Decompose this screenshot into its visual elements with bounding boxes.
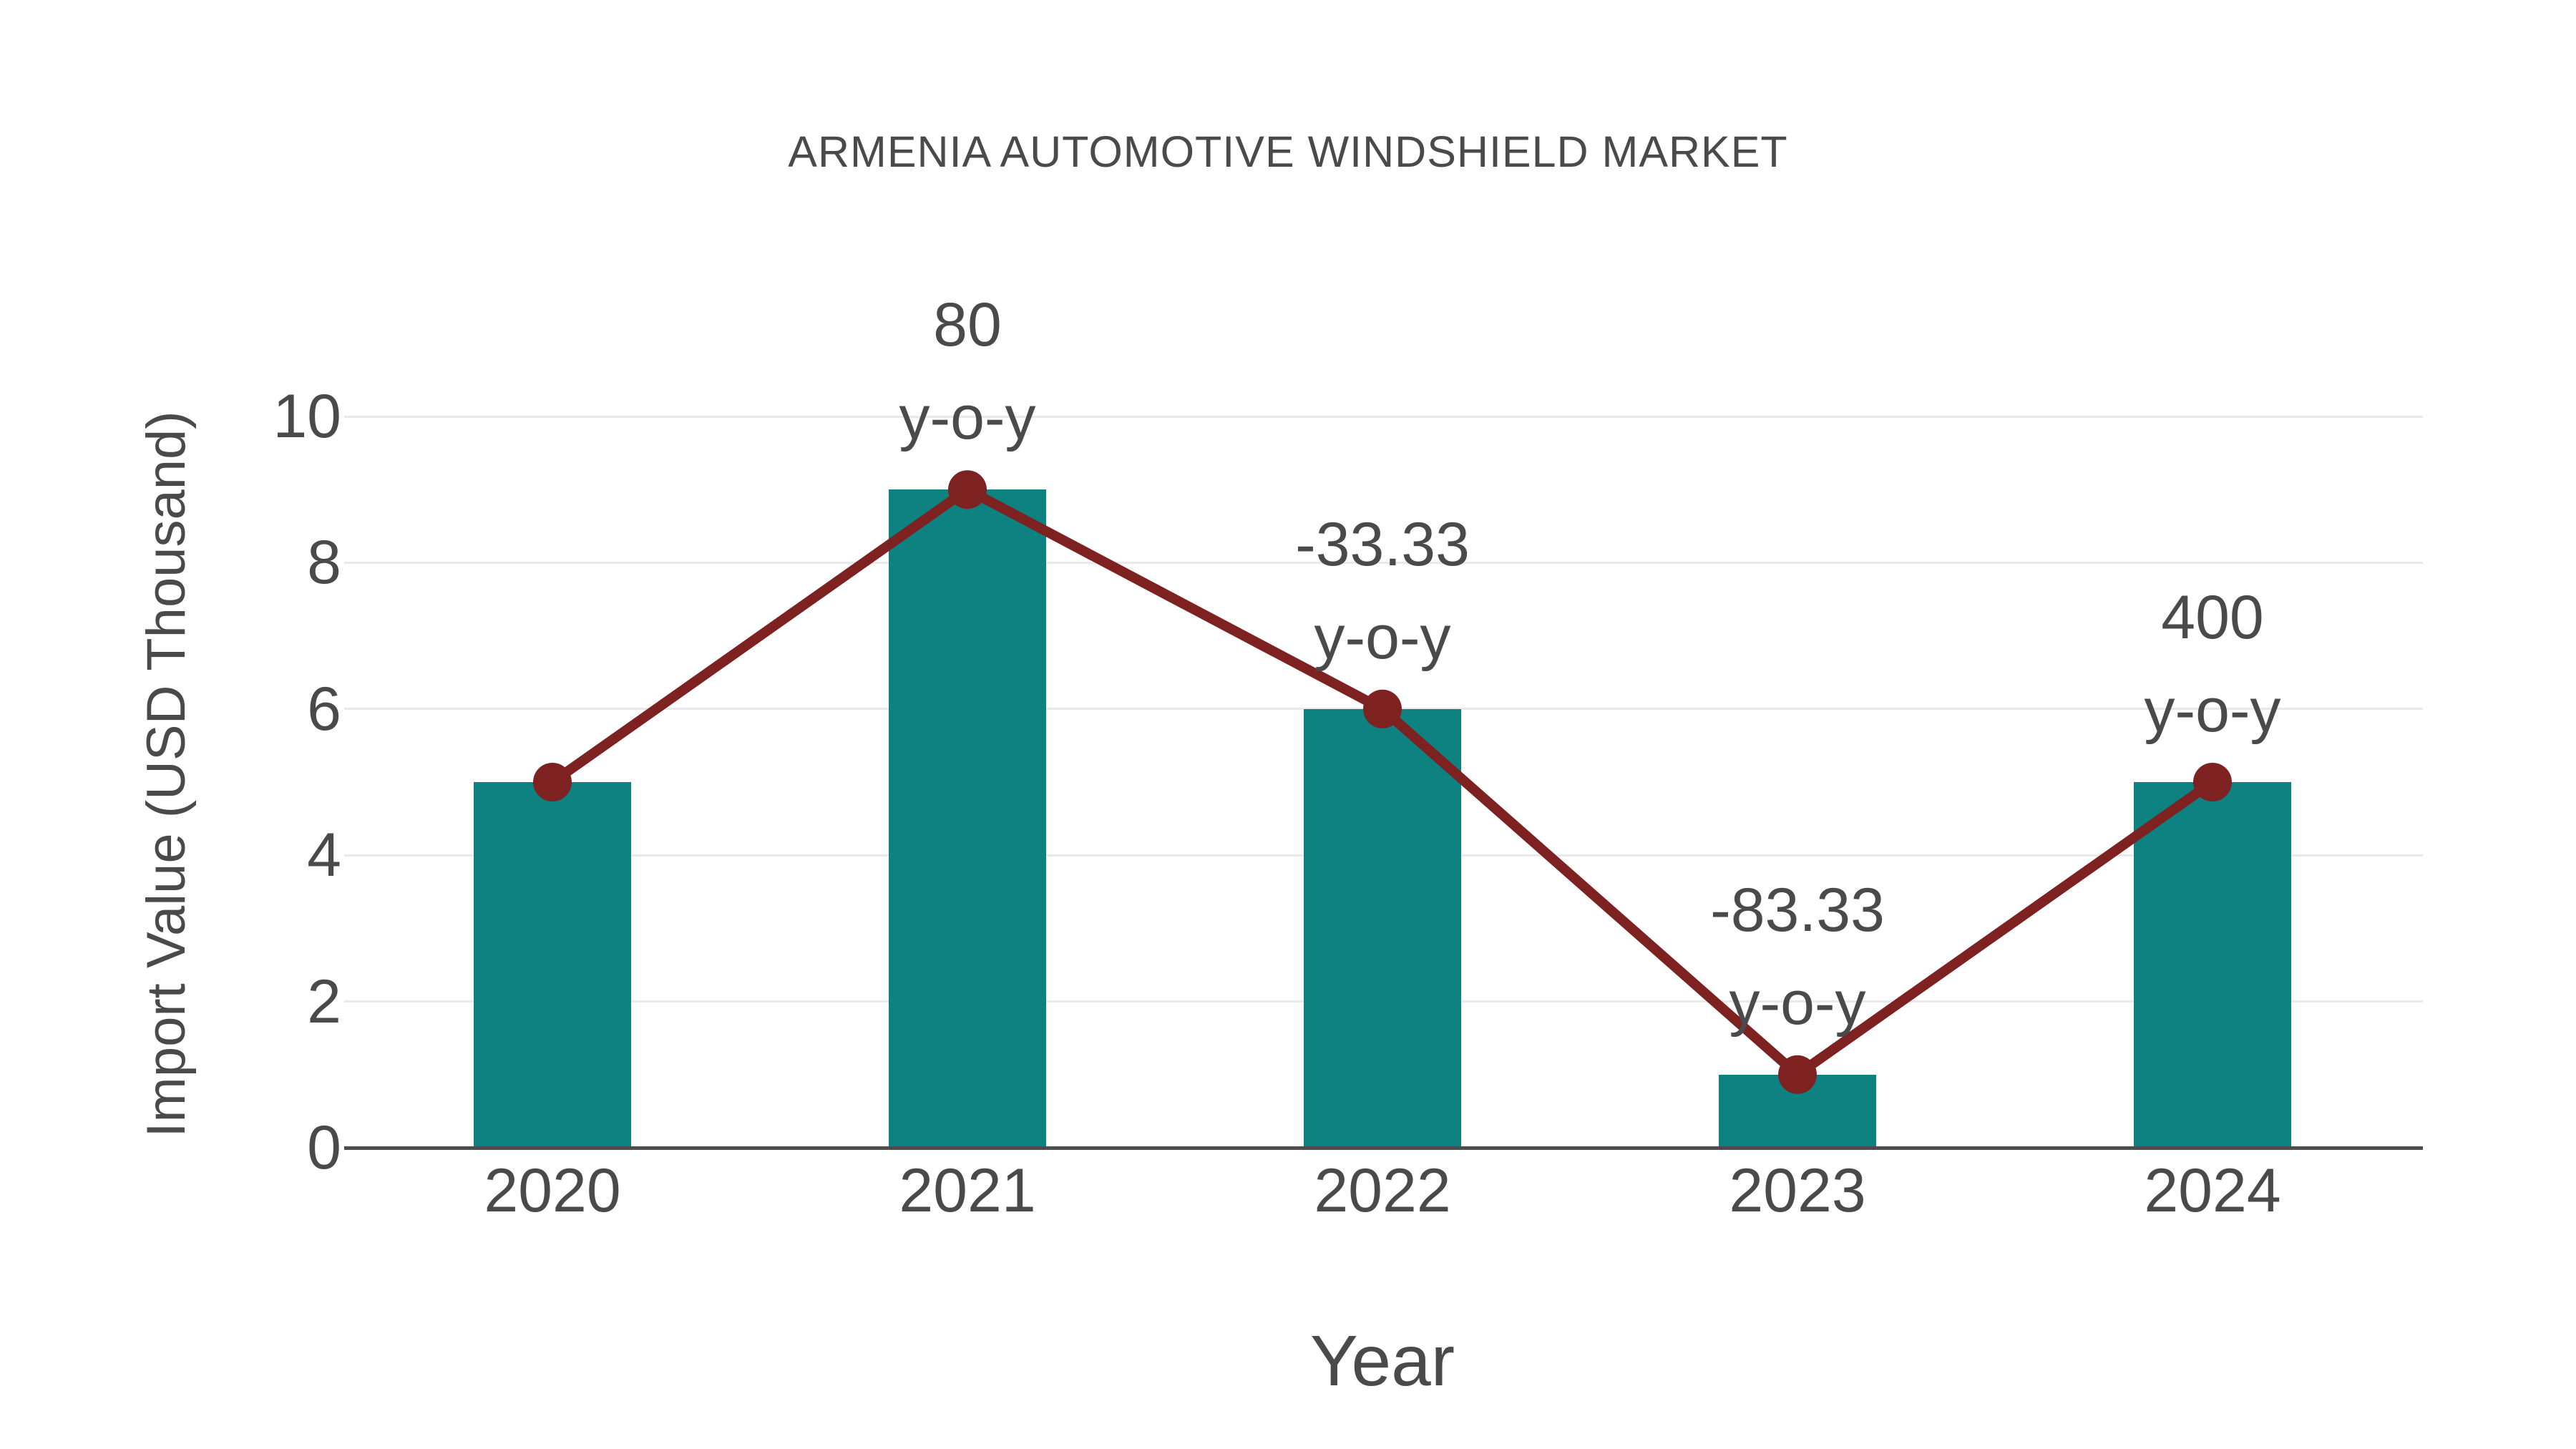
yoy-label-line-2: y-o-y bbox=[1729, 968, 1866, 1038]
bar-2020 bbox=[474, 782, 631, 1148]
y-tick-6: 6 bbox=[307, 674, 341, 743]
line-marker-2024 bbox=[2193, 763, 2232, 801]
gridline-10 bbox=[344, 415, 2423, 418]
y-tick-10: 10 bbox=[273, 382, 341, 451]
x-tick-2021: 2021 bbox=[899, 1156, 1036, 1225]
bar-2022 bbox=[1304, 708, 1461, 1148]
x-tick-2023: 2023 bbox=[1729, 1156, 1866, 1225]
y-tick-0: 0 bbox=[307, 1113, 341, 1182]
y-tick-8: 8 bbox=[307, 528, 341, 597]
line-marker-2021 bbox=[948, 470, 987, 509]
line-marker-2022 bbox=[1363, 689, 1402, 728]
y-tick-4: 4 bbox=[307, 821, 341, 890]
yoy-label-line-2: y-o-y bbox=[2144, 676, 2281, 745]
yoy-label-line-2: y-o-y bbox=[899, 384, 1036, 453]
y-tick-2: 2 bbox=[307, 967, 341, 1036]
line-marker-2020 bbox=[533, 763, 572, 801]
x-axis-title: Year bbox=[1309, 1321, 1455, 1401]
yoy-label-line-1: -33.33 bbox=[1295, 509, 1470, 579]
yoy-label-line-1: -83.33 bbox=[1710, 875, 1885, 945]
yoy-label-2023: -83.33 y-o-y bbox=[1576, 864, 2019, 1050]
x-axis-line bbox=[344, 1146, 2423, 1150]
chart-title: ARMENIA AUTOMOTIVE WINDSHIELD MARKET bbox=[788, 127, 1788, 176]
x-tick-2024: 2024 bbox=[2144, 1156, 2281, 1225]
yoy-label-line-1: 400 bbox=[2161, 583, 2264, 652]
yoy-label-2021: 80 y-o-y bbox=[746, 278, 1189, 464]
x-tick-2022: 2022 bbox=[1314, 1156, 1451, 1225]
gridline-8 bbox=[344, 561, 2423, 564]
line-marker-2023 bbox=[1778, 1055, 1817, 1094]
x-tick-2020: 2020 bbox=[484, 1156, 621, 1225]
yoy-label-line-1: 80 bbox=[933, 291, 1002, 360]
yoy-label-2024: 400 y-o-y bbox=[1991, 571, 2434, 757]
yoy-label-line-2: y-o-y bbox=[1314, 602, 1451, 672]
bar-2021 bbox=[889, 489, 1046, 1148]
yoy-label-2022: -33.33 y-o-y bbox=[1161, 498, 1604, 684]
bar-2024 bbox=[2134, 782, 2291, 1148]
